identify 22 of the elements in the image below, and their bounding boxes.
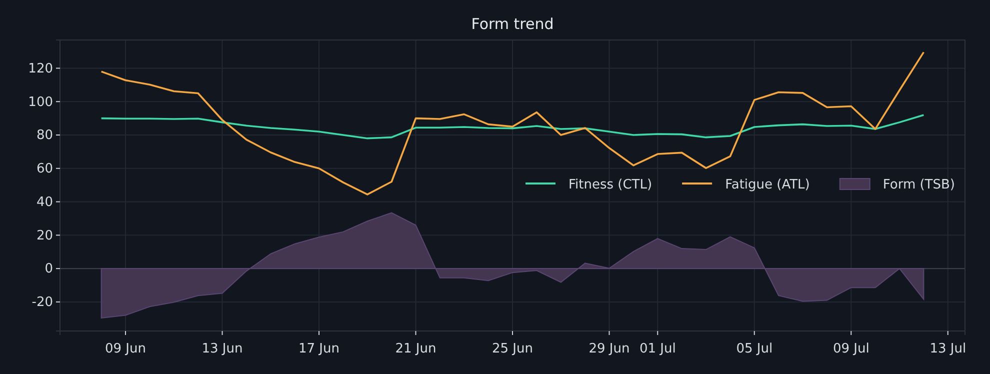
x-tick-label: 29 Jun	[588, 341, 630, 356]
y-tick-label: 80	[36, 128, 53, 144]
x-tick-label: 09 Jun	[105, 341, 146, 356]
y-tick-label: 120	[28, 61, 53, 76]
chart-title: Form trend	[471, 15, 554, 33]
legend-label: Fatigue (ATL)	[725, 178, 810, 192]
x-tick-label: 05 Jul	[736, 341, 773, 356]
y-tick-label: -20	[32, 295, 53, 310]
y-tick-label: 20	[36, 228, 53, 244]
x-tick-label: 21 Jun	[395, 341, 436, 356]
x-tick-label: 13 Jun	[202, 341, 243, 356]
x-tick-label: 01 Jul	[639, 341, 676, 356]
x-tick-label: 09 Jul	[832, 341, 870, 356]
x-tick-label: 13 Jul	[930, 341, 966, 356]
y-tick-label: 40	[36, 194, 53, 210]
x-tick-label: 17 Jun	[298, 341, 340, 356]
y-tick-label: 60	[36, 162, 53, 177]
y-tick-label: 100	[28, 94, 53, 110]
legend-label: Fitness (CTL)	[568, 178, 652, 192]
y-tick-label: 0	[44, 262, 53, 277]
x-tick-label: 25 Jun	[492, 341, 533, 356]
legend-label: Form (TSB)	[882, 178, 955, 192]
